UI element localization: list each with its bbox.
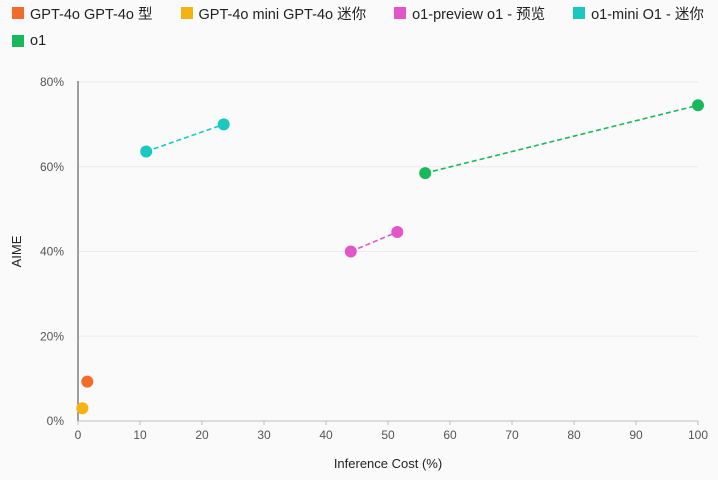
legend-swatch (573, 7, 586, 19)
x-tick-label: 10 (133, 428, 147, 442)
axes: 0% 20% 40% 60% 80% 0 10 20 30 40 50 60 70 80 90 100 (40, 75, 708, 442)
y-tick-label: 20% (40, 329, 64, 343)
legend-label: o1-preview o1 - 预览 (412, 6, 546, 23)
x-tick-label: 30 (257, 428, 271, 442)
legend-item-o1[interactable]: o1 (12, 32, 46, 50)
x-tick-label: 90 (629, 428, 643, 442)
data-point (419, 167, 432, 180)
legend-label: GPT-4o GPT-4o 型 (30, 6, 153, 23)
y-tick-label: 0% (47, 414, 65, 428)
legend-item-gpt-4o-mini[interactable]: GPT-4o mini GPT-4o 迷你 (180, 4, 367, 23)
legend-swatch (12, 7, 24, 19)
x-tick-label: 80 (567, 428, 581, 442)
legend-swatch (394, 7, 407, 19)
series-line (145, 123, 224, 153)
x-tick-label: 50 (381, 428, 395, 442)
legend-item-gpt-4o[interactable]: GPT-4o GPT-4o 型 (12, 4, 153, 23)
x-tick-label: 60 (443, 428, 457, 442)
y-tick-label: 80% (40, 75, 64, 89)
x-tick-label: 40 (319, 428, 333, 442)
data-point (140, 145, 153, 158)
legend-item-o1-mini[interactable]: o1-mini O1 - 迷你 (573, 4, 704, 23)
legend-label: o1 (30, 33, 47, 49)
series-line (425, 104, 699, 174)
x-tick-label: 0 (75, 428, 82, 442)
x-tick-label: 70 (505, 428, 519, 442)
legend-swatch (12, 35, 24, 47)
data-point (344, 245, 357, 258)
y-tick-label: 60% (40, 160, 64, 174)
x-tick-label: 100 (688, 428, 708, 442)
data-point (76, 402, 89, 415)
data-point (692, 99, 704, 112)
x-tick-label: 20 (195, 428, 209, 442)
data-point (391, 226, 404, 239)
legend-label: GPT-4o mini GPT-4o 迷你 (198, 6, 367, 23)
series-line (350, 231, 398, 253)
series (76, 99, 704, 415)
legend-item-o1-preview[interactable]: o1-preview o1 - 预览 (394, 4, 546, 23)
grid (78, 81, 698, 337)
legend: GPT-4o GPT-4o 型 GPT-4o mini GPT-4o 迷你 o1… (12, 4, 712, 50)
legend-swatch (180, 7, 193, 19)
x-axis-title: Inference Cost (%) (334, 456, 442, 471)
legend-label: o1-mini O1 - 迷你 (591, 6, 704, 23)
data-point (217, 118, 230, 131)
data-point (81, 375, 94, 388)
y-axis-title: AIME (9, 235, 24, 267)
y-tick-label: 40% (40, 245, 64, 259)
